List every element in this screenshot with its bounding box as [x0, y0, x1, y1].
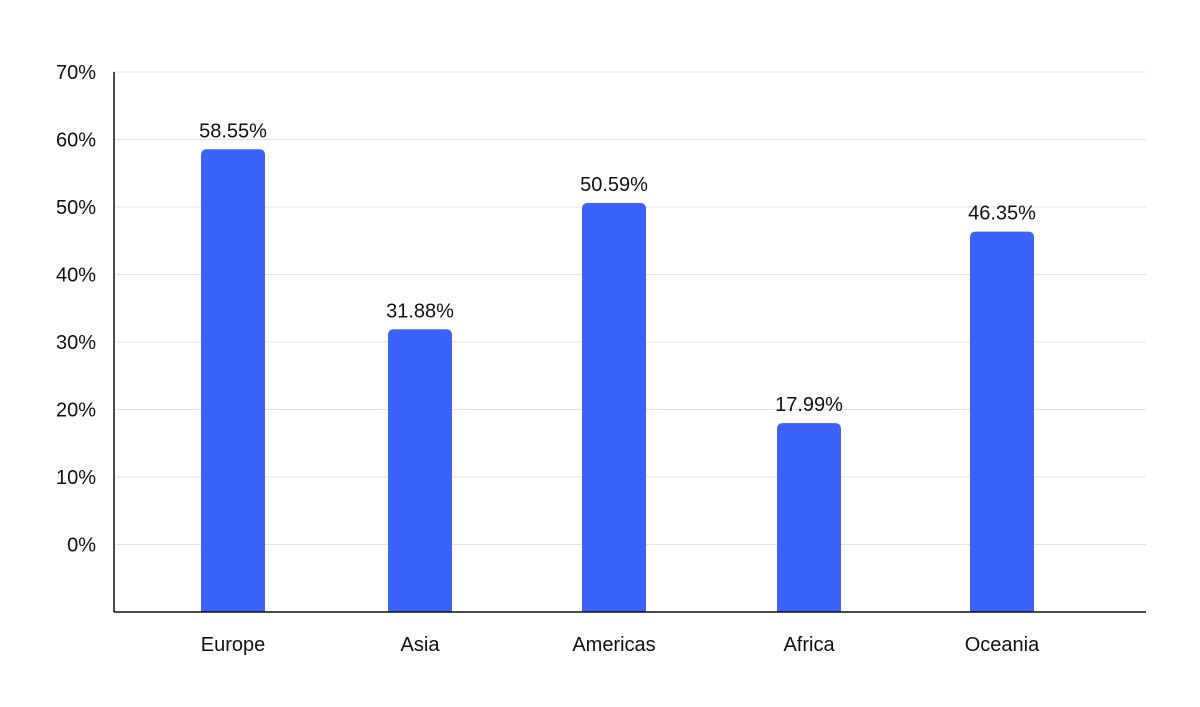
axes [113, 72, 1146, 613]
bar-oceania [970, 231, 1034, 612]
value-label-oceania: 46.35% [968, 203, 1036, 225]
x-tick-label-oceania: Oceania [965, 634, 1040, 656]
bar-europe [201, 149, 265, 612]
y-tick-labels: 0% 10% 20% 30% 40% 50% 60% 70% [56, 62, 96, 557]
x-tick-label-americas: Americas [572, 634, 655, 656]
value-label-africa: 17.99% [775, 394, 843, 416]
y-tick-label: 40% [56, 265, 96, 287]
x-tick-label-asia: Asia [401, 634, 441, 656]
value-labels: 58.55% 31.88% 50.59% 17.99% 46.35% [199, 120, 1036, 416]
bar-asia [388, 329, 452, 612]
value-label-europe: 58.55% [199, 120, 267, 142]
x-tick-labels: Europe Asia Americas Africa Oceania [201, 634, 1040, 656]
y-tick-label: 20% [56, 400, 96, 422]
y-tick-label: 50% [56, 197, 96, 219]
value-label-americas: 50.59% [580, 174, 648, 196]
value-label-asia: 31.88% [386, 300, 454, 322]
y-tick-label: 70% [56, 62, 96, 84]
y-tick-label: 10% [56, 467, 96, 489]
bar-americas [582, 203, 646, 612]
bars [201, 149, 1034, 612]
y-tick-label: 0% [67, 535, 96, 557]
x-tick-label-europe: Europe [201, 634, 266, 656]
y-tick-label: 30% [56, 332, 96, 354]
x-tick-label-africa: Africa [783, 634, 835, 656]
bar-africa [777, 423, 841, 612]
y-tick-label: 60% [56, 130, 96, 152]
